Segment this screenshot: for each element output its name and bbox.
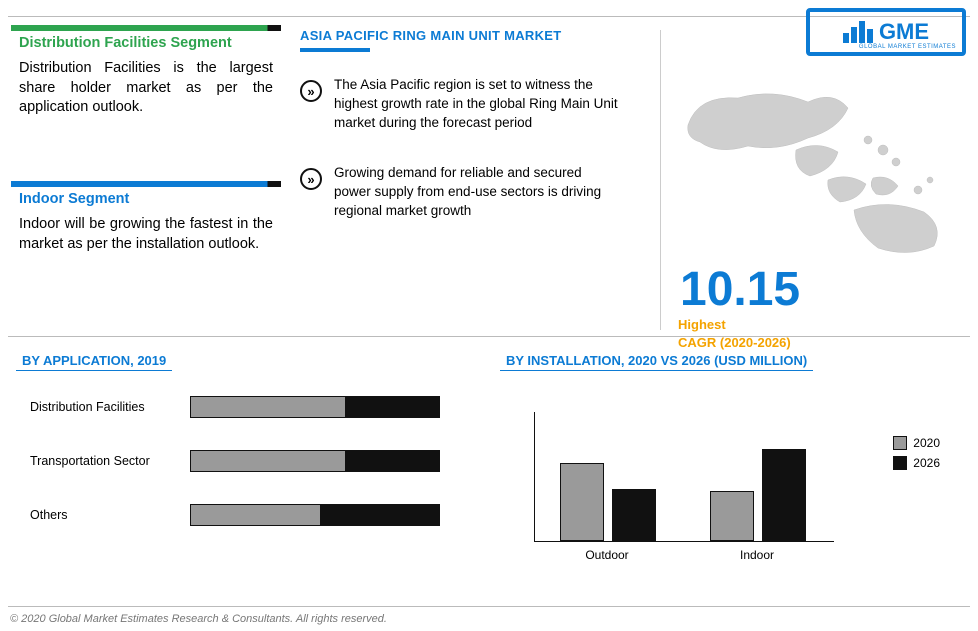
logo-bars-icon — [843, 21, 873, 43]
hbar-row: Distribution Facilities — [30, 392, 460, 422]
chart-title: BY APPLICATION, 2019 — [16, 353, 172, 371]
callout-body: Indoor will be growing the fastest in th… — [11, 209, 281, 264]
asia-pacific-map-icon — [678, 80, 958, 260]
chevron-circle-icon — [300, 168, 322, 190]
bullet-text: Growing demand for reliable and secured … — [334, 164, 620, 221]
y-axis — [534, 412, 535, 542]
bar-group — [710, 449, 806, 541]
legend-swatch-icon — [893, 436, 907, 450]
hbar-label: Distribution Facilities — [30, 400, 190, 414]
hbar-container: Distribution Facilities Transportation Se… — [30, 392, 460, 554]
copyright-text: © 2020 Global Market Estimates Research … — [10, 613, 387, 625]
hbar-label: Others — [30, 508, 190, 522]
bullet-text: The Asia Pacific region is set to witnes… — [334, 76, 620, 133]
hbar-track — [190, 396, 440, 418]
legend-label: 2026 — [913, 456, 940, 470]
callout-title: Indoor Segment — [11, 187, 281, 209]
hbar-fill — [191, 397, 345, 417]
logo-subtext: GLOBAL MARKET ESTIMATES — [859, 44, 956, 50]
hbar-track — [190, 504, 440, 526]
hbar-label: Transportation Sector — [30, 454, 190, 468]
chart-by-application: BY APPLICATION, 2019 — [16, 352, 476, 371]
x-axis — [534, 541, 834, 542]
callout-body: Distribution Facilities is the largest s… — [11, 53, 281, 128]
hbar-fill — [191, 451, 345, 471]
logo-text: GME — [879, 19, 929, 45]
callout-distribution: Distribution Facilities Segment Distribu… — [10, 24, 282, 129]
hbar-fill — [191, 505, 320, 525]
callout-title: Distribution Facilities Segment — [11, 31, 281, 53]
chevron-circle-icon — [300, 80, 322, 102]
hbar-track — [190, 450, 440, 472]
hbar-row: Others — [30, 500, 460, 530]
divider-mid — [8, 336, 970, 337]
cagr-label: Highest CAGR (2020-2026) — [678, 316, 791, 351]
divider-vertical — [660, 30, 661, 330]
callout-indoor: Indoor Segment Indoor will be growing th… — [10, 180, 282, 265]
market-bullet: The Asia Pacific region is set to witnes… — [300, 76, 620, 133]
legend-label: 2020 — [913, 436, 940, 450]
bar-group — [560, 463, 656, 541]
cagr-value: 10.15 — [680, 262, 800, 317]
heading-underline — [300, 48, 370, 52]
divider-bottom — [8, 606, 970, 607]
chart-by-installation: BY INSTALLATION, 2020 VS 2026 (USD MILLI… — [500, 352, 960, 371]
legend: 2020 2026 — [893, 436, 940, 476]
hbar-row: Transportation Sector — [30, 446, 460, 476]
chart-title: BY INSTALLATION, 2020 VS 2026 (USD MILLI… — [500, 353, 813, 371]
highest-text: Highest — [678, 317, 726, 332]
x-label: Outdoor — [552, 548, 662, 562]
grouped-bar-container: 2020 2026 OutdoorIndoor — [500, 396, 880, 566]
bar — [710, 491, 754, 541]
region-heading: ASIA PACIFIC RING MAIN UNIT MARKET — [300, 28, 562, 43]
legend-swatch-icon — [893, 456, 907, 470]
gme-logo: GME GLOBAL MARKET ESTIMATES — [806, 8, 966, 56]
x-label: Indoor — [702, 548, 812, 562]
bar — [762, 449, 806, 541]
bar — [560, 463, 604, 541]
market-bullet: Growing demand for reliable and secured … — [300, 164, 620, 221]
bar — [612, 489, 656, 541]
